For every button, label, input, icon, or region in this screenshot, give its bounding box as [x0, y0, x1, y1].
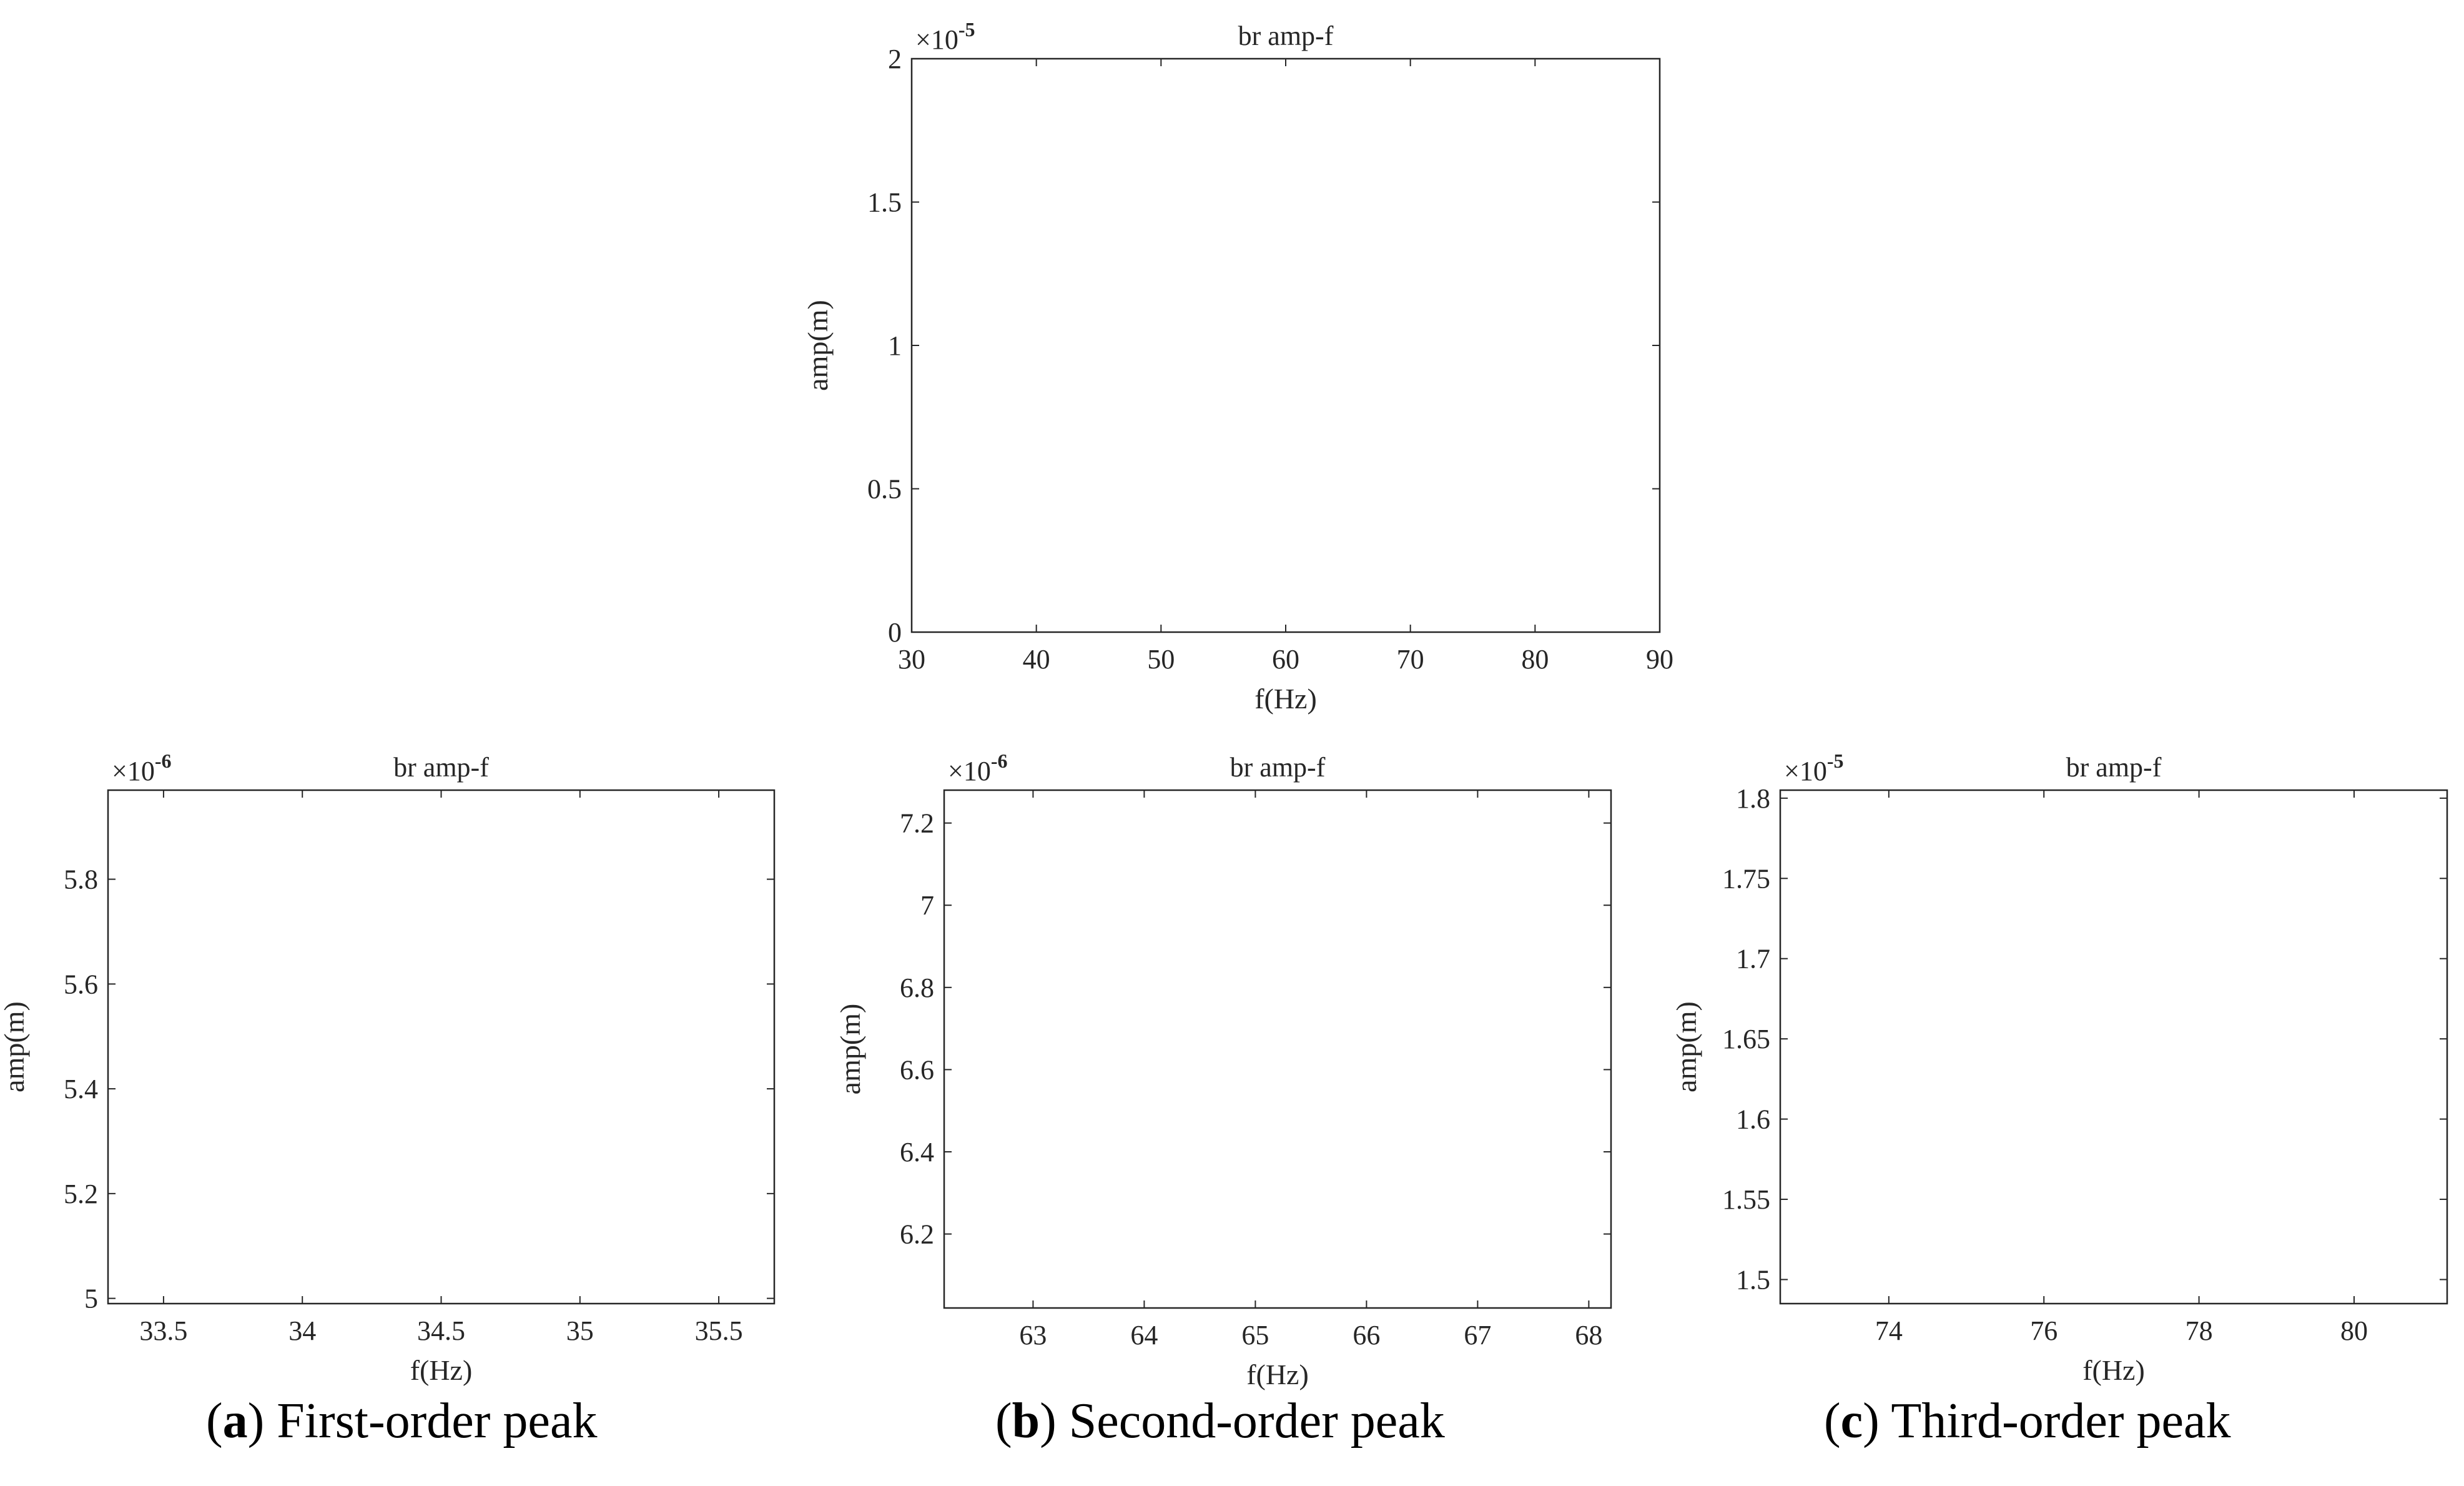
axis-exponent-label: ×10-5: [915, 18, 975, 55]
y-tick-label: 5: [84, 1284, 98, 1314]
caption-close: ): [247, 1394, 265, 1449]
caption-text: Second-order peak: [1056, 1394, 1445, 1449]
x-tick-label: 50: [1147, 644, 1175, 675]
y-tick-label: 2: [888, 44, 902, 74]
x-axis-label: f(Hz): [2082, 1354, 2145, 1386]
axes-box: [107, 789, 776, 1305]
x-tick-label: 76: [2030, 1315, 2057, 1346]
y-tick-label: 1.5: [867, 187, 902, 218]
x-tick-label: 63: [1019, 1320, 1047, 1350]
exponent-power: -6: [155, 750, 172, 772]
axis-exponent-label: ×10-6: [112, 750, 171, 786]
x-tick-label: 35.5: [695, 1315, 743, 1346]
x-tick-label: 64: [1130, 1320, 1158, 1350]
caption-close: ): [1040, 1394, 1057, 1449]
chart-c: 74 76 78 80 1.5 1.55 1.6 1.65 1.7 1.75 1.8 br amp-f…: [1670, 750, 2448, 1386]
exponent-base: ×10: [915, 24, 958, 55]
exponent-base: ×10: [112, 756, 155, 786]
exponent-base: ×10: [948, 756, 991, 786]
axes-box: [910, 57, 1661, 633]
x-tick-label: 68: [1575, 1320, 1602, 1350]
y-tick-label: 6.2: [900, 1219, 934, 1250]
x-tick-label: 65: [1241, 1320, 1269, 1350]
y-tick-label: 5.4: [64, 1074, 98, 1104]
x-tick-label: 70: [1397, 644, 1424, 675]
y-tick-label: 7.2: [900, 808, 934, 839]
y-tick-label: 1.7: [1736, 944, 1770, 974]
caption-close: ): [1863, 1394, 1880, 1449]
x-tick-label: 34: [288, 1315, 316, 1346]
x-tick-label: 30: [898, 644, 925, 675]
caption-open: (: [995, 1394, 1012, 1449]
x-tick-label: 80: [1521, 644, 1549, 675]
x-tick-label: 34.5: [417, 1315, 465, 1346]
y-axis-label: amp(m): [1670, 1001, 1702, 1092]
y-tick-label: 1.8: [1736, 783, 1770, 814]
y-tick-label: 0: [888, 617, 902, 648]
caption-text: First-order peak: [264, 1394, 598, 1449]
axis-exponent-label: ×10-5: [1784, 750, 1843, 786]
exponent-power: -5: [1827, 750, 1844, 772]
x-tick-label: 78: [2186, 1315, 2213, 1346]
y-tick-label: 6.4: [900, 1137, 934, 1167]
x-tick-label: 74: [1875, 1315, 1903, 1346]
chart-title: br amp-f: [393, 752, 489, 783]
y-tick-label: 1.75: [1722, 863, 1770, 894]
caption-letter: b: [1012, 1394, 1040, 1449]
y-tick-label: 6.6: [900, 1054, 934, 1085]
axis-exponent-label: ×10-6: [948, 750, 1007, 786]
y-axis-label: amp(m): [802, 300, 834, 391]
x-axis-label: f(Hz): [1246, 1359, 1309, 1390]
y-tick-label: 1.65: [1722, 1024, 1770, 1054]
x-tick-label: 60: [1272, 644, 1299, 675]
caption-letter: a: [222, 1394, 248, 1449]
chart-b: 63 64 65 66 67 68 6.2 6.4 6.6 6.8 7 7.2 br amp-f f(Hz…: [834, 750, 1612, 1390]
y-axis-label: amp(m): [0, 1001, 30, 1092]
x-axis-label: f(Hz): [410, 1354, 473, 1386]
chart-title: br amp-f: [1238, 21, 1334, 51]
caption-b: (b) Second-order peak: [995, 1393, 1445, 1450]
y-tick-label: 5.2: [64, 1179, 98, 1209]
exponent-power: -5: [958, 18, 975, 41]
exponent-base: ×10: [1784, 756, 1827, 786]
axes-box: [1779, 789, 2448, 1305]
y-tick-label: 5.8: [64, 864, 98, 895]
y-tick-label: 5.6: [64, 969, 98, 999]
caption-open: (: [1824, 1394, 1841, 1449]
chart-title: br amp-f: [2066, 752, 2162, 783]
caption-c: (c) Third-order peak: [1824, 1393, 2231, 1450]
chart-main: 30 40 50 60 70 80 90 0 0.5 1 1.5 2 br amp-f f(Hz) amp(…: [802, 18, 1673, 715]
y-tick-label: 1: [888, 330, 902, 361]
chart-a: 33.5 34 34.5 35 35.5 5 5.2 5.4 5.6 5.8 br amp-f f(H…: [0, 750, 776, 1386]
exponent-power: -6: [991, 750, 1008, 772]
x-tick-label: 80: [2340, 1315, 2368, 1346]
caption-text: Third-order peak: [1879, 1394, 2231, 1449]
x-tick-label: 66: [1353, 1320, 1380, 1350]
chart-title: br amp-f: [1230, 752, 1326, 783]
x-axis-label: f(Hz): [1254, 683, 1317, 715]
y-tick-label: 7: [920, 890, 934, 921]
y-tick-label: 1.55: [1722, 1184, 1770, 1215]
y-axis-label: amp(m): [834, 1004, 866, 1095]
y-tick-label: 6.8: [900, 973, 934, 1003]
x-tick-label: 40: [1023, 644, 1050, 675]
caption-a: (a) First-order peak: [206, 1393, 597, 1450]
caption-letter: c: [1840, 1394, 1863, 1449]
y-tick-label: 1.5: [1736, 1264, 1770, 1295]
x-tick-label: 35: [566, 1315, 594, 1346]
caption-open: (: [206, 1394, 223, 1449]
y-tick-label: 1.6: [1736, 1104, 1770, 1135]
y-tick-label: 0.5: [867, 474, 902, 505]
x-tick-label: 33.5: [139, 1315, 187, 1346]
x-tick-label: 67: [1464, 1320, 1491, 1350]
x-tick-label: 90: [1646, 644, 1673, 675]
axes-box: [943, 789, 1612, 1309]
